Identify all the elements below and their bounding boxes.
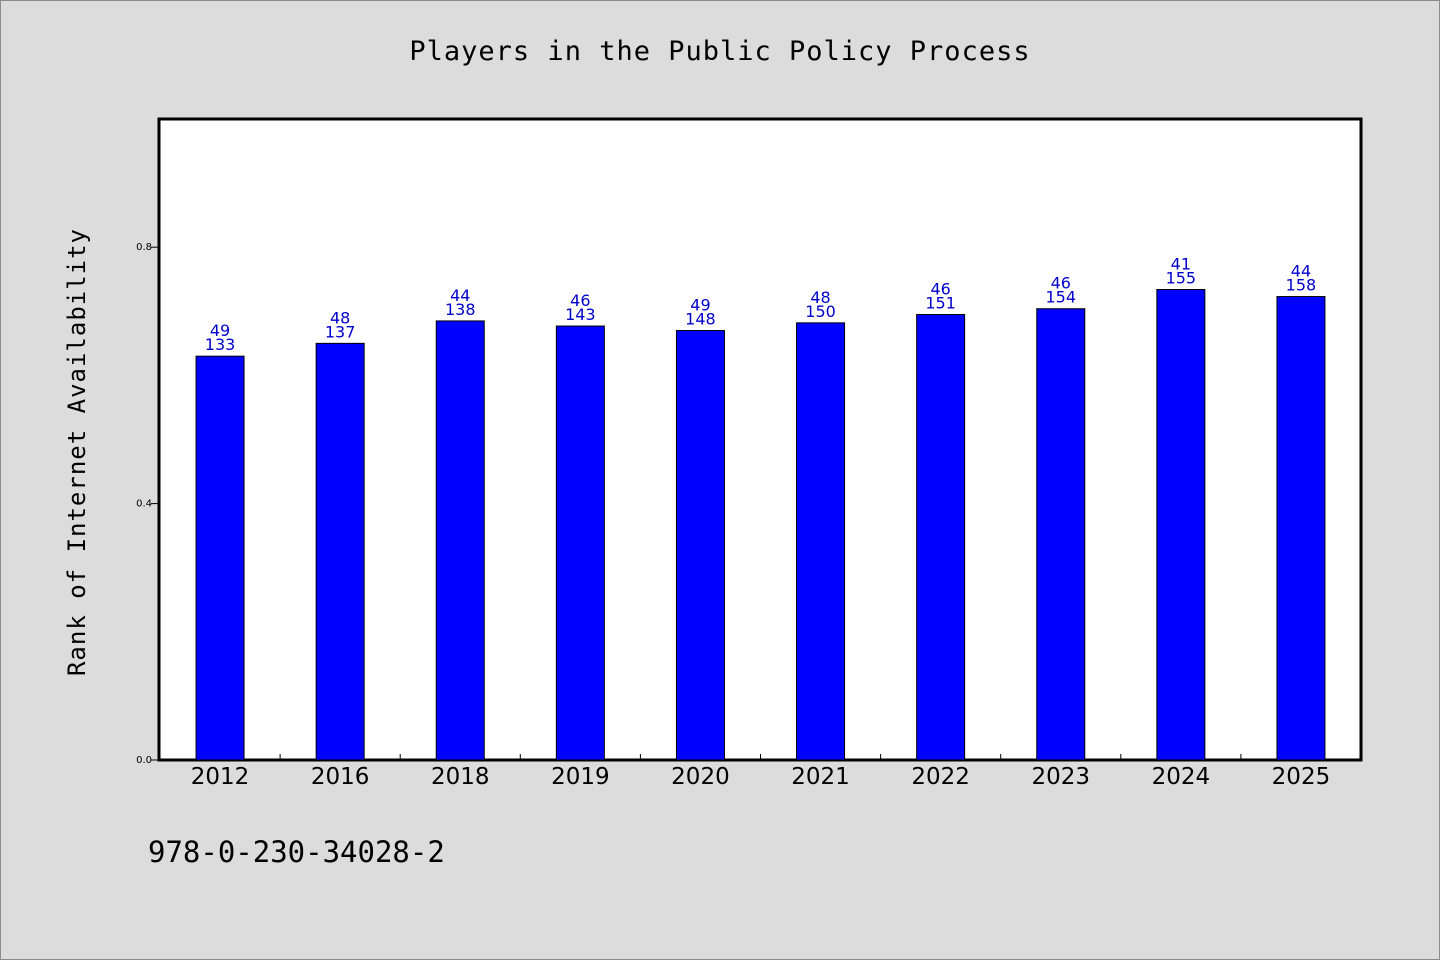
bar-2025 — [1276, 296, 1326, 761]
bar-label-top: 41 — [1171, 255, 1191, 274]
y-tick-label: 0.8 — [136, 242, 152, 253]
bar-label-top: 49 — [690, 296, 710, 315]
bar-label-bottom: 155 — [1166, 269, 1197, 288]
bars-group — [195, 289, 1326, 761]
bar-2022 — [916, 314, 966, 761]
bar-label-top: 48 — [330, 308, 350, 327]
bar-label-top: 46 — [570, 291, 590, 310]
bar-label-bottom: 148 — [685, 310, 716, 329]
x-tick-label: 2024 — [1152, 764, 1211, 790]
bar-label-bottom: 133 — [205, 335, 236, 354]
bar-label-bottom: 143 — [565, 305, 596, 324]
isbn-footnote: 978-0-230-34028-2 — [148, 835, 445, 869]
bar-2021 — [796, 322, 846, 761]
x-tick-label: 2020 — [671, 764, 730, 790]
bar-label-top: 44 — [450, 286, 470, 305]
x-tick-label: 2022 — [911, 764, 970, 790]
bar-label-top: 48 — [810, 288, 830, 307]
bar-label-top: 46 — [930, 280, 950, 299]
chart-title: Players in the Public Policy Process — [409, 36, 1030, 67]
x-tick-label: 2025 — [1272, 764, 1331, 790]
bar-label-bottom: 151 — [925, 294, 956, 313]
bar-label-bottom: 158 — [1286, 276, 1317, 295]
bar-2020 — [675, 330, 725, 761]
x-tick-label: 2016 — [311, 764, 370, 790]
bar-2012 — [195, 355, 245, 761]
bar-label-top: 44 — [1291, 262, 1311, 281]
y-tick-label: 0.4 — [136, 499, 152, 510]
bar-2024 — [1156, 289, 1206, 761]
bar-2018 — [435, 320, 485, 761]
x-tick-label: 2012 — [191, 764, 250, 790]
bar-label-bottom: 154 — [1045, 288, 1076, 307]
bar-label-top: 49 — [210, 321, 230, 340]
x-axis-ticks: 2012 2016 2018 2019 2020 2021 2022 2023 2024 2025 — [191, 754, 1330, 790]
y-axis-ticks: 0.0 0.4 0.8 — [136, 242, 159, 766]
x-tick-label: 2023 — [1031, 764, 1090, 790]
bar-2016 — [315, 342, 365, 761]
x-tick-label: 2021 — [791, 764, 850, 790]
bar-2019 — [555, 325, 605, 761]
bar-label-bottom: 150 — [805, 302, 836, 321]
bar-label-bottom: 137 — [325, 322, 356, 341]
bar-label-top: 46 — [1051, 274, 1071, 293]
bar-2023 — [1036, 308, 1086, 761]
y-tick-label: 0.0 — [136, 755, 152, 766]
x-tick-label: 2019 — [551, 764, 610, 790]
x-tick-label: 2018 — [431, 764, 490, 790]
y-axis-label: Rank of Internet Availability — [63, 228, 91, 676]
bar-label-bottom: 138 — [445, 300, 476, 319]
